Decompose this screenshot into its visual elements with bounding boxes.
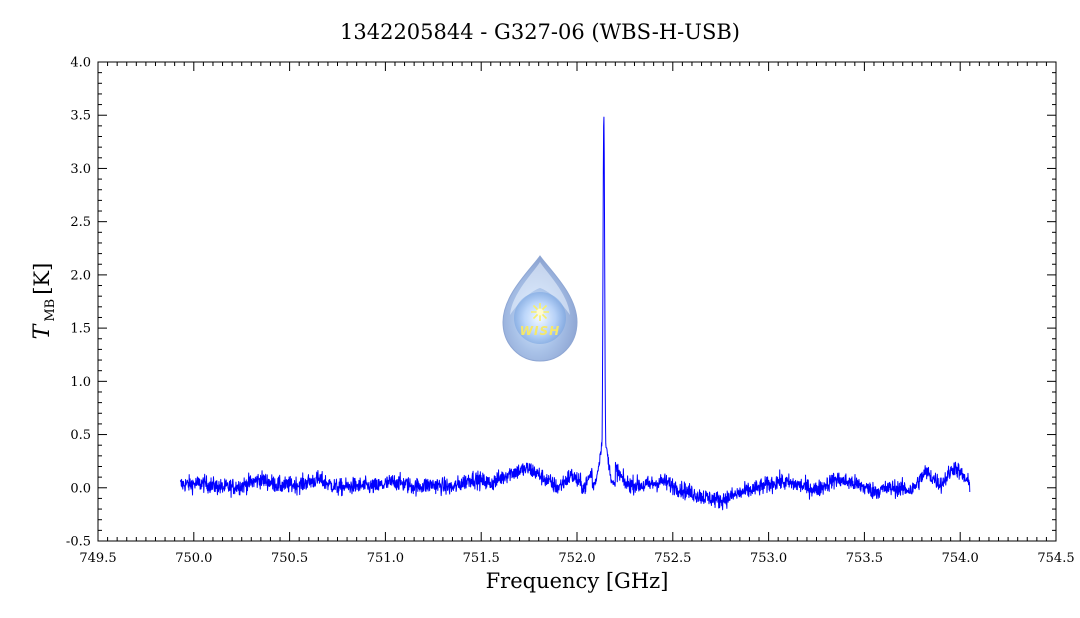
x-axis-label: Frequency [GHz] [486,569,669,593]
x-tick-label: 754.5 [1037,551,1074,566]
y-tick-label: 1.0 [70,375,91,390]
y-tick-labels: -0.5 0.0 0.5 1.0 1.5 2.0 2.5 3.0 3.5 4.0 [66,56,91,550]
y-axis-symbol: T [30,322,55,339]
axis-ticks [97,61,1057,542]
y-tick-label: 3.5 [70,109,91,124]
y-axis-subscript: MB [43,299,58,322]
x-tick-label: 752.0 [558,551,595,566]
x-tick-label: 751.5 [463,551,500,566]
x-tick-label: 751.0 [367,551,404,566]
y-tick-label: 2.0 [70,268,91,283]
x-tick-label: 753.5 [846,551,883,566]
wish-logo: WISH [502,255,578,362]
wish-logo-text: WISH [520,324,560,338]
y-tick-label: 1.5 [70,322,91,337]
y-tick-label: 0.0 [70,481,91,496]
y-axis-label: TMB [K] [30,263,58,340]
x-tick-label: 754.0 [942,551,979,566]
y-tick-label: 0.5 [70,428,91,443]
x-tick-label: 752.5 [654,551,691,566]
y-tick-label: 3.0 [70,162,91,177]
svg-text:TMB[K]: TMB [K] [30,263,58,340]
y-axis-unit: [K] [30,263,54,295]
x-tick-labels: 749.5 750.0 750.5 751.0 751.5 752.0 752.5 753.0… [79,551,1074,566]
y-tick-label: 4.0 [70,56,91,71]
plot-frame [97,61,1057,542]
spectrum-line [179,116,971,511]
x-tick-label: 749.5 [79,551,116,566]
y-tick-label: 2.5 [70,215,91,230]
x-tick-label: 753.0 [750,551,787,566]
x-tick-label: 750.5 [271,551,308,566]
y-tick-label: -0.5 [66,535,91,550]
x-tick-label: 750.0 [175,551,212,566]
chart-title: 1342205844 - G327-06 (WBS-H-USB) [340,20,740,44]
